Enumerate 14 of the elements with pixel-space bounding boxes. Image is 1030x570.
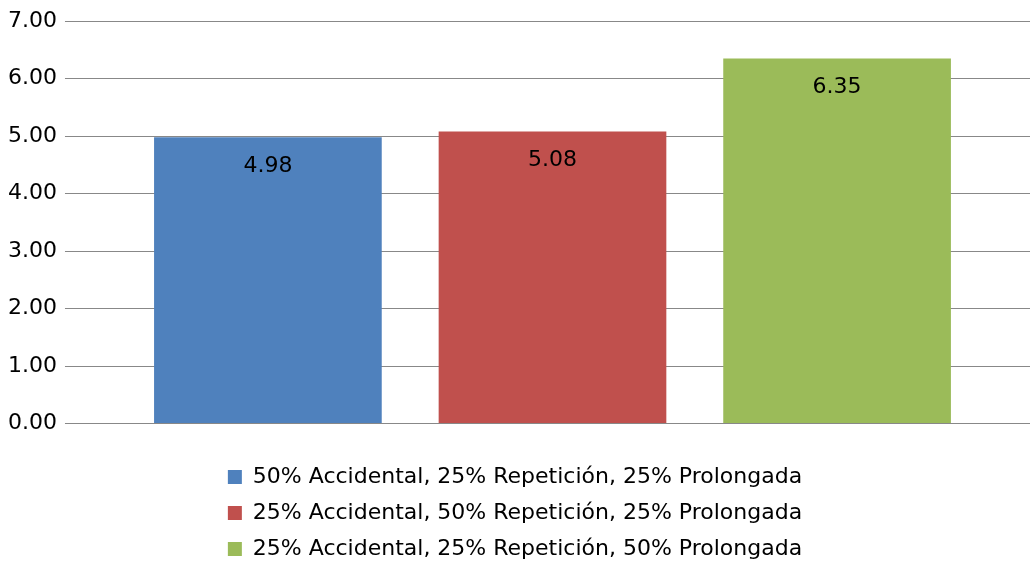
y-tick-label: 4.00	[8, 179, 57, 205]
y-tick-label: 1.00	[8, 351, 57, 377]
y-tick-label: 0.00	[8, 409, 57, 435]
y-tick-label: 2.00	[8, 294, 57, 320]
legend-label: 25% Accidental, 25% Repetición, 50% Prolongada	[252, 534, 803, 560]
y-tick-label: 7.00	[8, 6, 57, 32]
legend-label: 50% Accidental, 25% Repetición, 25% Prolongada	[252, 462, 803, 488]
data-label: 5.08	[528, 146, 577, 172]
data-label: 6.35	[812, 73, 862, 99]
y-tick-label: 5.00	[8, 121, 57, 147]
legend-label: 25% Accidental, 50% Repetición, 25% Prolongada	[252, 498, 803, 524]
y-tick-label: 3.00	[8, 236, 57, 262]
data-label: 4.98	[243, 152, 293, 178]
y-tick-label: 6.00	[8, 64, 57, 90]
